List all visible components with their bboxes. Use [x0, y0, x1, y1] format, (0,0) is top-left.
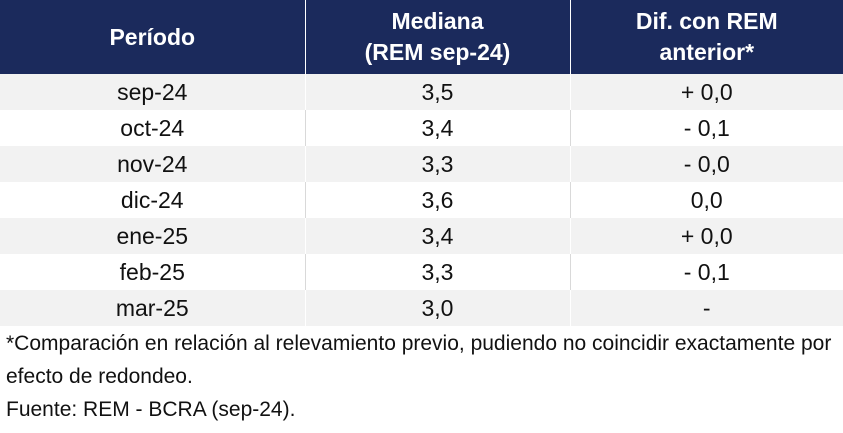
cell-dif: + 0,0: [569, 74, 843, 110]
header-mediana: Mediana (REM sep-24): [304, 0, 570, 74]
cell-mediana: 3,3: [304, 146, 570, 182]
table-row: nov-24 3,3 - 0,0: [0, 146, 843, 182]
table-row: oct-24 3,4 - 0,1: [0, 110, 843, 146]
table-row: mar-25 3,0 -: [0, 290, 843, 326]
cell-mediana: 3,6: [304, 182, 570, 218]
cell-periodo: dic-24: [0, 182, 305, 218]
header-dif-line1: Dif. con REM: [635, 8, 778, 34]
table-row: dic-24 3,6 0,0: [0, 182, 843, 218]
table-row: sep-24 3,5 + 0,0: [0, 74, 843, 110]
cell-dif: 0,0: [569, 182, 843, 218]
footnote: *Comparación en relación al relevamiento…: [6, 332, 832, 388]
table-header: Período Mediana (REM sep-24) Dif. con RE…: [0, 0, 843, 74]
cell-mediana: 3,0: [304, 290, 570, 326]
table-notes: *Comparación en relación al relevamiento…: [6, 327, 836, 426]
header-row: Período Mediana (REM sep-24) Dif. con RE…: [0, 0, 843, 74]
cell-mediana: 3,3: [304, 254, 570, 290]
rem-median-table: Período Mediana (REM sep-24) Dif. con RE…: [0, 0, 843, 326]
header-periodo-line1: Período: [109, 23, 196, 50]
cell-dif: - 0,0: [569, 146, 843, 182]
cell-mediana: 3,4: [304, 218, 570, 254]
cell-periodo: sep-24: [0, 74, 305, 110]
cell-mediana: 3,5: [304, 74, 570, 110]
table-body: sep-24 3,5 + 0,0 oct-24 3,4 - 0,1 nov-24…: [0, 74, 843, 326]
source-note: Fuente: REM - BCRA (sep-24).: [6, 398, 296, 421]
cell-mediana: 3,4: [304, 110, 570, 146]
cell-dif: - 0,1: [569, 254, 843, 290]
cell-periodo: ene-25: [0, 218, 305, 254]
header-dif-line2: anterior*: [659, 39, 755, 65]
cell-periodo: mar-25: [0, 290, 305, 326]
header-mediana-line2: (REM sep-24): [364, 39, 511, 65]
header-mediana-line1: Mediana: [391, 8, 484, 34]
cell-periodo: feb-25: [0, 254, 305, 290]
cell-dif: - 0,1: [569, 110, 843, 146]
table-row: feb-25 3,3 - 0,1: [0, 254, 843, 290]
table-row: ene-25 3,4 + 0,0: [0, 218, 843, 254]
cell-periodo: nov-24: [0, 146, 305, 182]
header-periodo: Período: [0, 0, 305, 74]
header-dif: Dif. con REM anterior*: [569, 0, 843, 74]
cell-dif: -: [569, 290, 843, 326]
cell-dif: + 0,0: [569, 218, 843, 254]
cell-periodo: oct-24: [0, 110, 305, 146]
